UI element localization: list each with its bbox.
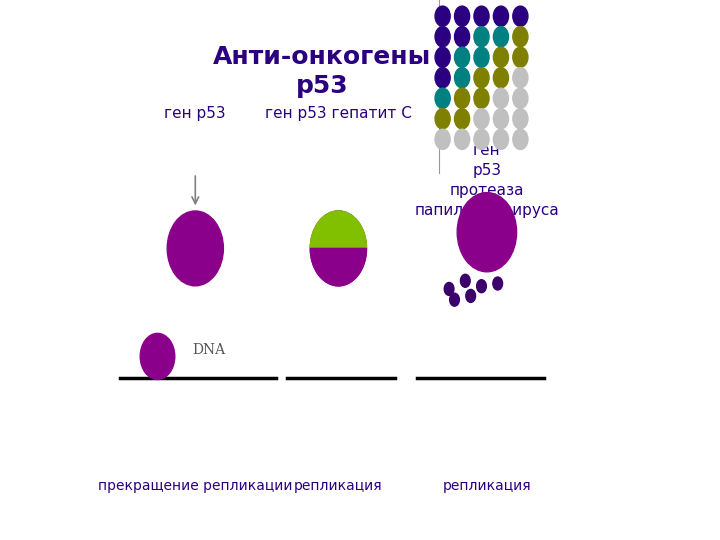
Ellipse shape xyxy=(435,26,450,47)
Ellipse shape xyxy=(140,333,175,380)
Ellipse shape xyxy=(474,6,489,26)
Ellipse shape xyxy=(310,211,366,286)
Ellipse shape xyxy=(454,47,469,68)
Ellipse shape xyxy=(474,88,489,109)
Ellipse shape xyxy=(493,26,508,47)
Text: прекращение репликации: прекращение репликации xyxy=(98,479,292,493)
Ellipse shape xyxy=(493,47,508,68)
Ellipse shape xyxy=(493,109,508,129)
Ellipse shape xyxy=(474,109,489,129)
Text: репликация: репликация xyxy=(294,479,383,493)
Ellipse shape xyxy=(454,88,469,109)
Text: DNA: DNA xyxy=(193,343,226,357)
Ellipse shape xyxy=(454,68,469,88)
Text: ген
р53
протеаза
папилломавируса: ген р53 протеаза папилломавируса xyxy=(415,143,559,218)
Ellipse shape xyxy=(435,6,450,26)
Text: репликация: репликация xyxy=(443,479,531,493)
Ellipse shape xyxy=(474,47,489,68)
Ellipse shape xyxy=(167,211,223,286)
Ellipse shape xyxy=(444,282,454,295)
Ellipse shape xyxy=(493,6,508,26)
Ellipse shape xyxy=(493,68,508,88)
Ellipse shape xyxy=(435,129,450,150)
Ellipse shape xyxy=(513,26,528,47)
Ellipse shape xyxy=(435,68,450,88)
Ellipse shape xyxy=(513,68,528,88)
Ellipse shape xyxy=(513,47,528,68)
Ellipse shape xyxy=(474,68,489,88)
Ellipse shape xyxy=(493,129,508,150)
Text: ген р53: ген р53 xyxy=(164,106,226,121)
Ellipse shape xyxy=(493,88,508,109)
Ellipse shape xyxy=(454,129,469,150)
Ellipse shape xyxy=(457,193,517,272)
Ellipse shape xyxy=(513,6,528,26)
Ellipse shape xyxy=(492,277,503,290)
Ellipse shape xyxy=(454,26,469,47)
Polygon shape xyxy=(310,211,366,248)
Ellipse shape xyxy=(454,6,469,26)
Ellipse shape xyxy=(474,129,489,150)
Ellipse shape xyxy=(435,109,450,129)
Text: ген р53 гепатит С: ген р53 гепатит С xyxy=(265,106,412,121)
Text: Анти-онкогены: Анти-онкогены xyxy=(213,45,431,69)
Ellipse shape xyxy=(461,274,470,287)
Ellipse shape xyxy=(466,289,475,302)
Ellipse shape xyxy=(435,88,450,109)
Polygon shape xyxy=(310,248,366,286)
Ellipse shape xyxy=(513,88,528,109)
Ellipse shape xyxy=(477,280,487,293)
Ellipse shape xyxy=(454,109,469,129)
Ellipse shape xyxy=(513,129,528,150)
Text: р53: р53 xyxy=(296,75,348,98)
Ellipse shape xyxy=(474,26,489,47)
Ellipse shape xyxy=(513,109,528,129)
Ellipse shape xyxy=(449,293,459,306)
Ellipse shape xyxy=(435,47,450,68)
